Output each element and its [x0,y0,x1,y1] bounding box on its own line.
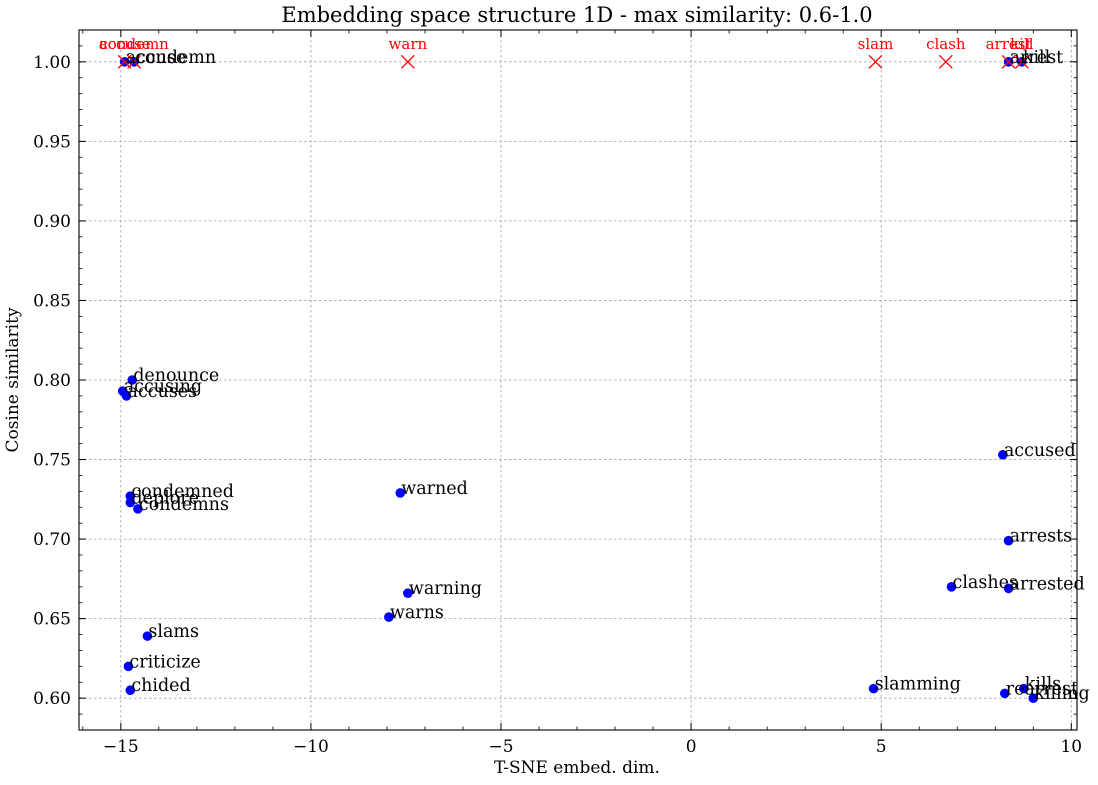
neighbor-label: killing [1034,684,1089,704]
neighbor-label: arrested [1010,574,1085,594]
ticks-layer [79,29,1077,731]
neighbor-label: condemned [131,482,234,502]
y-tick-label: 0.85 [33,291,71,311]
neighbor-label: kills [1025,675,1061,695]
neighbor-label: criticize [129,652,200,672]
query-label: arrest [986,35,1032,53]
neighbor-label: kill [1023,48,1051,68]
neighbor-label: condemn [135,48,216,68]
y-tick-labels: 0.60 0.65 0.70 0.75 0.80 0.85 0.90 0.95 1.00 [33,53,71,709]
neighbor-label: warned [401,479,468,499]
query-marker-stroke [938,54,953,69]
query-label: accuse [99,35,151,53]
y-axis-label: Cosine similarity [3,307,23,453]
neighbor-label: rearrest [1006,679,1078,699]
plot-frame [78,29,1078,731]
y-tick-label: 0.80 [33,371,71,391]
neighbor-point [999,688,1010,699]
grid-layer [79,30,1077,730]
query-marker [127,54,142,69]
neighbor-label: chided [131,676,190,696]
neighbor-label: accuses [128,382,198,402]
neighbor-label: arrests [1010,527,1073,547]
query-marker [1001,54,1016,69]
y-tick-label: 0.65 [33,610,71,630]
neighbor-label: condemns [139,495,229,515]
neighbor-label: slamming [875,675,961,695]
y-tick-label: 0.95 [33,132,71,152]
neighbor-label: warns [390,603,444,623]
x-tick-label: −10 [293,737,329,757]
query-marker-stroke [400,54,415,69]
query-marker-stroke [1014,54,1029,69]
neighbor-point [142,631,153,641]
neighbor-point [123,661,134,672]
neighbor-label: slams [148,622,199,642]
query-label: clash [926,35,966,53]
query-marker [868,54,883,69]
neighbor-point [125,685,136,696]
neighbor-point [395,488,406,498]
neighbor-point [384,612,394,622]
neighbor-label: warning [409,579,482,599]
x-tick-label: 10 [1060,737,1082,757]
neighbor-point [998,449,1008,460]
points-layer [117,54,1039,703]
y-tick-label: 0.60 [33,689,71,709]
neighbor-point [125,497,136,508]
query-marker-stroke [127,54,142,69]
y-tick-label: 0.90 [33,212,71,232]
neighbor-point [403,588,413,598]
neighbor-point [1003,583,1014,594]
x-tick-labels: −15 −10 −5 0 5 10 [103,737,1082,757]
y-tick-label: 1.00 [33,53,71,73]
y-tick-label: 0.70 [33,530,71,550]
query-label: warn [389,35,428,53]
neighbor-point [133,504,143,514]
x-tick-label: 0 [686,737,697,757]
query-label: kill [1010,35,1034,53]
query-marker-stroke [868,54,883,69]
query-marker-stroke [1001,54,1016,69]
neighbor-point [946,582,957,592]
query-label: slam [858,35,894,53]
y-tick-label: 0.75 [33,451,71,471]
neighbor-label: accusing [124,377,202,397]
x-axis-label: T-SNE embed. dim. [494,758,660,778]
query-marker [938,54,953,69]
neighbor-point [127,375,138,385]
neighbor-label: deplore [131,489,199,509]
neighbor-point [121,391,132,401]
neighbor-point [1018,683,1029,694]
query-marker [400,54,415,69]
x-tick-label: 5 [876,737,887,757]
neighbor-point [868,683,879,694]
neighbor-label: arrest [1010,48,1064,68]
neighbor-label: accused [1004,441,1076,461]
neighbor-label: denounce [133,366,219,386]
query-label: condemn [99,35,169,53]
x-tick-label: −5 [488,737,513,757]
query-marker [1014,54,1029,69]
neighbor-label: clashes [953,573,1018,593]
neighbor-point [1003,535,1014,546]
chart-title: Embedding space structure 1D - max simil… [281,3,872,27]
neighbor-point [1028,693,1039,703]
neighbor-label: accuse [126,48,187,68]
x-tick-label: −15 [103,737,139,757]
